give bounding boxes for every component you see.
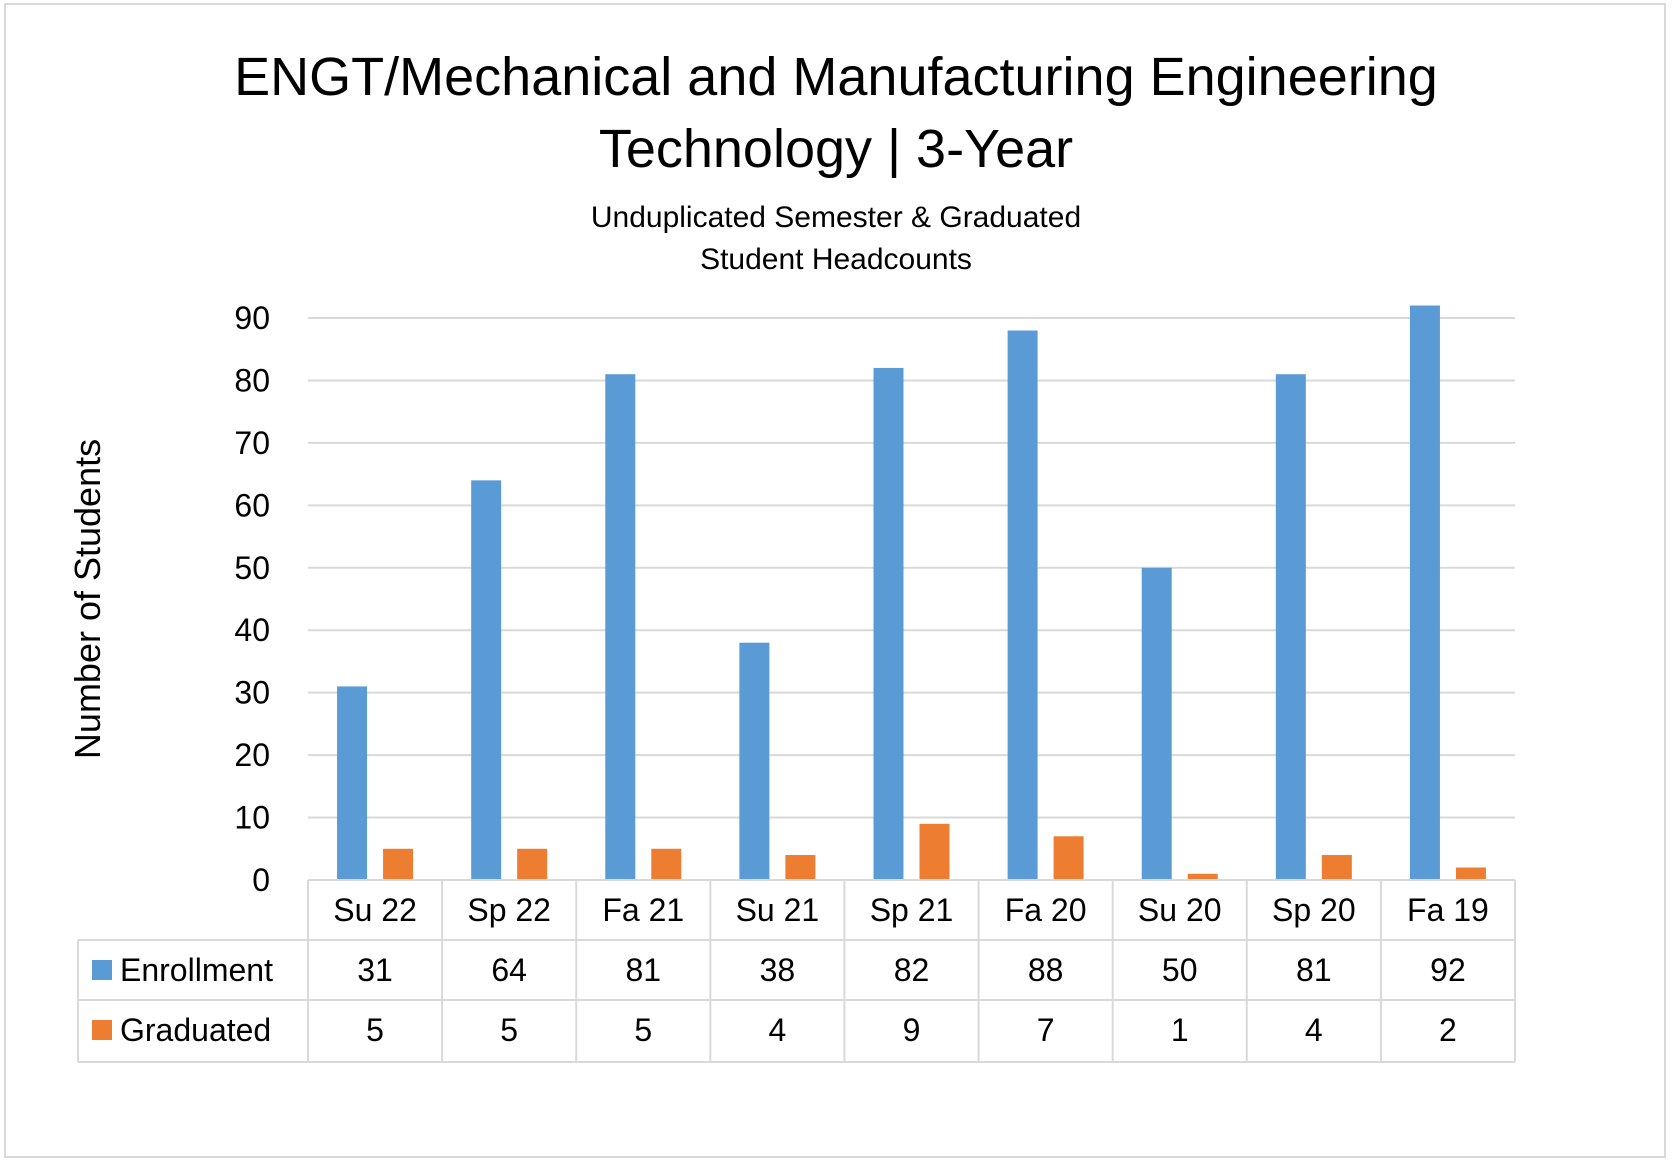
x-tick-label: Fa 20	[1005, 892, 1087, 928]
bar-enrollment	[471, 480, 502, 880]
y-tick-label: 30	[234, 675, 270, 711]
bar-graduated	[1053, 836, 1084, 880]
x-tick-label: Fa 21	[602, 892, 684, 928]
chart-subtitle-line-2: Student Headcounts	[700, 243, 972, 276]
x-tick-label: Su 22	[333, 892, 417, 928]
bar-enrollment	[1141, 567, 1172, 880]
chart-title-line-1: ENGT/Mechanical and Manufacturing Engine…	[234, 47, 1438, 107]
y-tick-label: 80	[234, 362, 270, 398]
legend-swatch-graduated	[92, 1020, 112, 1040]
x-tick-label: Su 21	[736, 892, 820, 928]
y-tick-label: 90	[234, 300, 270, 336]
y-tick-label: 50	[234, 550, 270, 586]
y-tick-label: 40	[234, 612, 270, 648]
table-value: 64	[491, 952, 527, 988]
chart-subtitle-line-1: Unduplicated Semester & Graduated	[590, 201, 1082, 234]
bar-enrollment	[1409, 305, 1440, 880]
bar-graduated	[1455, 867, 1486, 880]
bars	[337, 305, 1486, 880]
y-tick-label: 60	[234, 487, 270, 523]
x-tick-label: Su 20	[1138, 892, 1222, 928]
table-value: 7	[1037, 1012, 1055, 1048]
bar-enrollment	[337, 686, 368, 880]
table-value: 88	[1028, 952, 1064, 988]
table-value: 92	[1430, 952, 1466, 988]
bar-enrollment	[605, 374, 636, 880]
table-value: 81	[625, 952, 661, 988]
table-value: 50	[1162, 952, 1198, 988]
table-value: 4	[768, 1012, 786, 1048]
bar-graduated	[1321, 855, 1352, 880]
table-value: 81	[1296, 952, 1332, 988]
table-value: 38	[760, 952, 796, 988]
bar-graduated	[383, 848, 414, 880]
table-value: 5	[500, 1012, 518, 1048]
y-tick-label: 10	[234, 800, 270, 836]
x-tick-label: Sp 22	[467, 892, 551, 928]
table-value: 5	[366, 1012, 384, 1048]
bar-graduated	[785, 855, 816, 880]
bar-enrollment	[1275, 374, 1306, 880]
x-tick-label: Sp 21	[870, 892, 954, 928]
chart-title-line-2: Technology | 3-Year	[598, 119, 1074, 179]
bar-graduated	[1187, 873, 1218, 880]
table-value: 5	[634, 1012, 652, 1048]
y-tick-label: 70	[234, 425, 270, 461]
table-value: 82	[894, 952, 930, 988]
x-tick-label: Fa 19	[1407, 892, 1489, 928]
legend-swatch-enrollment	[92, 960, 112, 980]
bar-enrollment	[873, 367, 904, 880]
legend-label: Enrollment	[120, 952, 273, 988]
y-axis-label: Number of Students	[67, 439, 108, 759]
legend-label: Graduated	[120, 1012, 271, 1048]
x-tick-label: Sp 20	[1272, 892, 1356, 928]
data-table: Su 22 Sp 22 Fa 21 Su 21 Sp 21 Fa 20 Su 20 Sp 20…	[77, 879, 1516, 1063]
table-value: 9	[903, 1012, 921, 1048]
y-axis-ticks: 0 10 20 30 40 50 60 70 80 90	[234, 300, 270, 898]
table-value: 31	[357, 952, 393, 988]
gridlines	[308, 317, 1515, 819]
chart-frame	[4, 3, 1666, 1158]
table-value: 1	[1171, 1012, 1189, 1048]
table-value: 2	[1439, 1012, 1457, 1048]
bar-enrollment	[1007, 330, 1038, 880]
y-tick-label: 0	[252, 862, 270, 898]
bar-graduated	[651, 848, 682, 880]
table-value: 4	[1305, 1012, 1323, 1048]
bar-graduated	[919, 823, 950, 880]
y-tick-label: 20	[234, 737, 270, 773]
bar-graduated	[517, 848, 548, 880]
bar-enrollment	[739, 642, 770, 880]
